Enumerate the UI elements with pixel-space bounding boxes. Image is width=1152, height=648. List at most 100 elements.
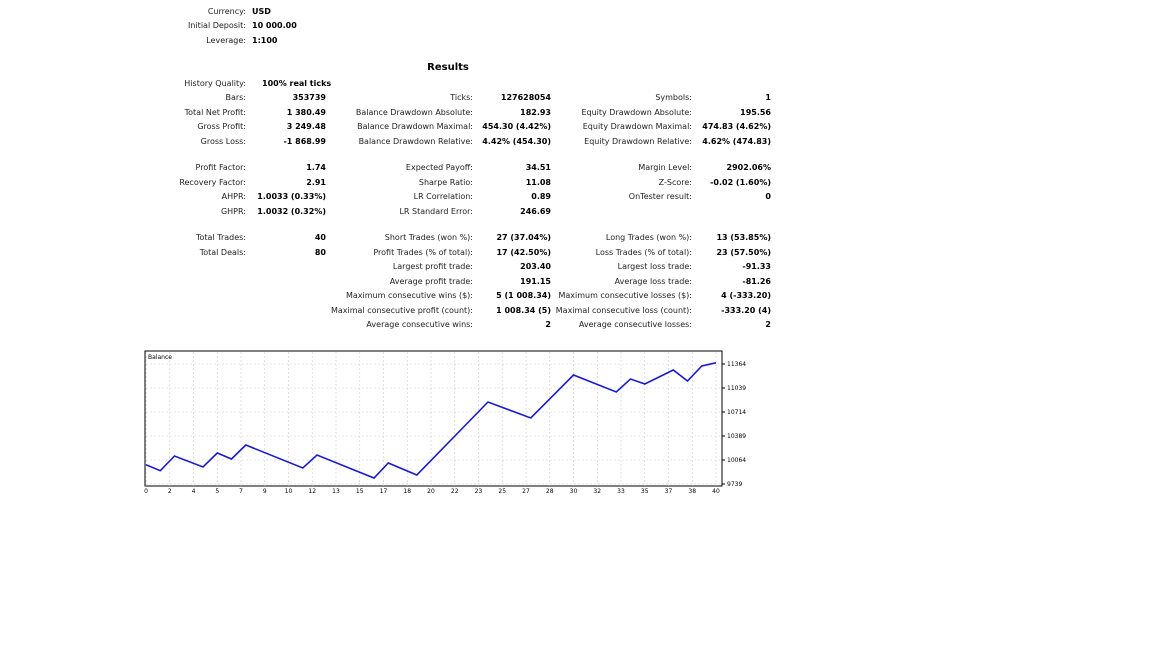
- stat-value: 17 (42.50%): [496, 248, 551, 257]
- stat-label: Largest loss trade:: [617, 262, 692, 271]
- x-tick-label: 30: [570, 488, 578, 495]
- stat-label: Equity Drawdown Relative:: [584, 137, 692, 146]
- stat-label: Short Trades (won %):: [384, 233, 473, 242]
- x-tick-label: 10: [285, 488, 293, 495]
- x-tick-label: 28: [546, 488, 554, 495]
- balance-line: [145, 362, 717, 479]
- stat-value: 203.40: [520, 262, 551, 271]
- x-tick-label: 4: [192, 488, 196, 495]
- stat-label: Average consecutive wins:: [366, 320, 473, 329]
- stat-value: -1 868.99: [283, 137, 326, 146]
- stat-label: Gross Profit:: [197, 122, 246, 131]
- stat-label: Expected Payoff:: [405, 163, 473, 172]
- stat-value: 34.51: [525, 163, 551, 172]
- stat-value: 195.56: [740, 108, 771, 117]
- chart-title: Balance: [148, 354, 172, 361]
- y-tick-label: 11039: [727, 385, 746, 392]
- setting-value: 1:100: [252, 36, 278, 45]
- stat-label: Symbols:: [655, 93, 692, 102]
- x-tick-label: 35: [641, 488, 649, 495]
- stat-label: Balance Drawdown Absolute:: [355, 108, 473, 117]
- x-tick-label: 12: [308, 488, 316, 495]
- stat-label: LR Correlation:: [413, 192, 473, 201]
- stat-label: Loss Trades (% of total):: [595, 248, 692, 257]
- stat-label: Average loss trade:: [614, 277, 692, 286]
- stat-value: 40: [314, 233, 326, 242]
- x-tick-label: 7: [239, 488, 243, 495]
- x-tick-label: 13: [332, 488, 340, 495]
- x-tick-label: 32: [593, 488, 601, 495]
- stat-value: 127628054: [500, 93, 551, 102]
- stat-label: Long Trades (won %):: [605, 233, 692, 242]
- x-tick-label: 22: [451, 488, 459, 495]
- x-tick-label: 38: [688, 488, 696, 495]
- x-tick-label: 2: [168, 488, 172, 495]
- setting-value: 10 000.00: [252, 21, 297, 30]
- stat-value: 454.30 (4.42%): [482, 122, 551, 131]
- stat-value: 23 (57.50%): [716, 248, 771, 257]
- stat-value: 2902.06%: [726, 163, 771, 172]
- x-tick-label: 20: [427, 488, 435, 495]
- chart-frame: [144, 350, 723, 487]
- x-tick-label: 5: [215, 488, 219, 495]
- x-tick-label: 40: [712, 488, 720, 495]
- x-tick-label: 25: [498, 488, 506, 495]
- x-tick-label: 37: [665, 488, 673, 495]
- stat-label: Margin Level:: [638, 163, 692, 172]
- stat-value: -0.02 (1.60%): [710, 178, 771, 187]
- y-tick-label: 10389: [727, 433, 746, 440]
- stat-label: OnTester result:: [628, 192, 692, 201]
- x-tick-label: 33: [617, 488, 625, 495]
- stat-value: -91.33: [742, 262, 771, 271]
- stat-label: Equity Drawdown Maximal:: [582, 122, 692, 131]
- stat-value: 246.69: [520, 207, 551, 216]
- stat-value: 5 (1 008.34): [496, 291, 551, 300]
- stat-label: Total Deals:: [199, 248, 246, 257]
- y-tick-label: 11364: [727, 361, 746, 368]
- stat-value: 1 380.49: [286, 108, 326, 117]
- stat-value: 4.42% (454.30): [482, 137, 551, 146]
- stat-label: Recovery Factor:: [179, 178, 246, 187]
- stat-value: 2: [765, 320, 771, 329]
- stat-label: Largest profit trade:: [392, 262, 473, 271]
- stat-value: 191.15: [520, 277, 551, 286]
- stat-value: 1.0033 (0.33%): [257, 192, 326, 201]
- stat-value: 0: [765, 192, 771, 201]
- stat-label: Z-Score:: [658, 178, 692, 187]
- stat-label: Balance Drawdown Maximal:: [357, 122, 473, 131]
- stat-label: Maximal consecutive profit (count):: [330, 306, 473, 315]
- stat-label: Maximal consecutive loss (count):: [555, 306, 692, 315]
- stat-value: 2: [545, 320, 551, 329]
- stat-label: History Quality:: [184, 79, 246, 88]
- x-tick-label: 18: [403, 488, 411, 495]
- stat-value: 0.89: [531, 192, 551, 201]
- stat-value: 100% real ticks: [262, 79, 332, 88]
- setting-label: Currency:: [207, 7, 246, 16]
- stat-value: 353739: [292, 93, 326, 102]
- stat-value: 1: [765, 93, 771, 102]
- stat-value: 13 (53.85%): [716, 233, 771, 242]
- stat-label: Balance Drawdown Relative:: [358, 137, 473, 146]
- stat-label: Maximum consecutive losses ($):: [558, 291, 692, 300]
- stat-label: Total Net Profit:: [184, 108, 246, 117]
- x-tick-label: 15: [356, 488, 364, 495]
- stat-value: 474.83 (4.62%): [702, 122, 771, 131]
- stat-label: LR Standard Error:: [399, 207, 473, 216]
- y-tick-label: 10714: [727, 409, 746, 416]
- y-tick-label: 10064: [727, 457, 746, 464]
- stat-label: Equity Drawdown Absolute:: [581, 108, 692, 117]
- stat-label: Ticks:: [450, 93, 473, 102]
- stat-value: 27 (37.04%): [496, 233, 551, 242]
- stat-value: -81.26: [742, 277, 771, 286]
- stat-value: 182.93: [520, 108, 551, 117]
- stat-value: 3 249.48: [286, 122, 326, 131]
- stat-value: 1 008.34 (5): [496, 306, 551, 315]
- x-tick-label: 27: [522, 488, 530, 495]
- stat-value: 80: [314, 248, 326, 257]
- stat-value: 2.91: [306, 178, 326, 187]
- stat-label: Maximum consecutive wins ($):: [345, 291, 473, 300]
- stat-label: Gross Loss:: [200, 137, 246, 146]
- stat-value: 11.08: [525, 178, 551, 187]
- stat-label: Total Trades:: [196, 233, 246, 242]
